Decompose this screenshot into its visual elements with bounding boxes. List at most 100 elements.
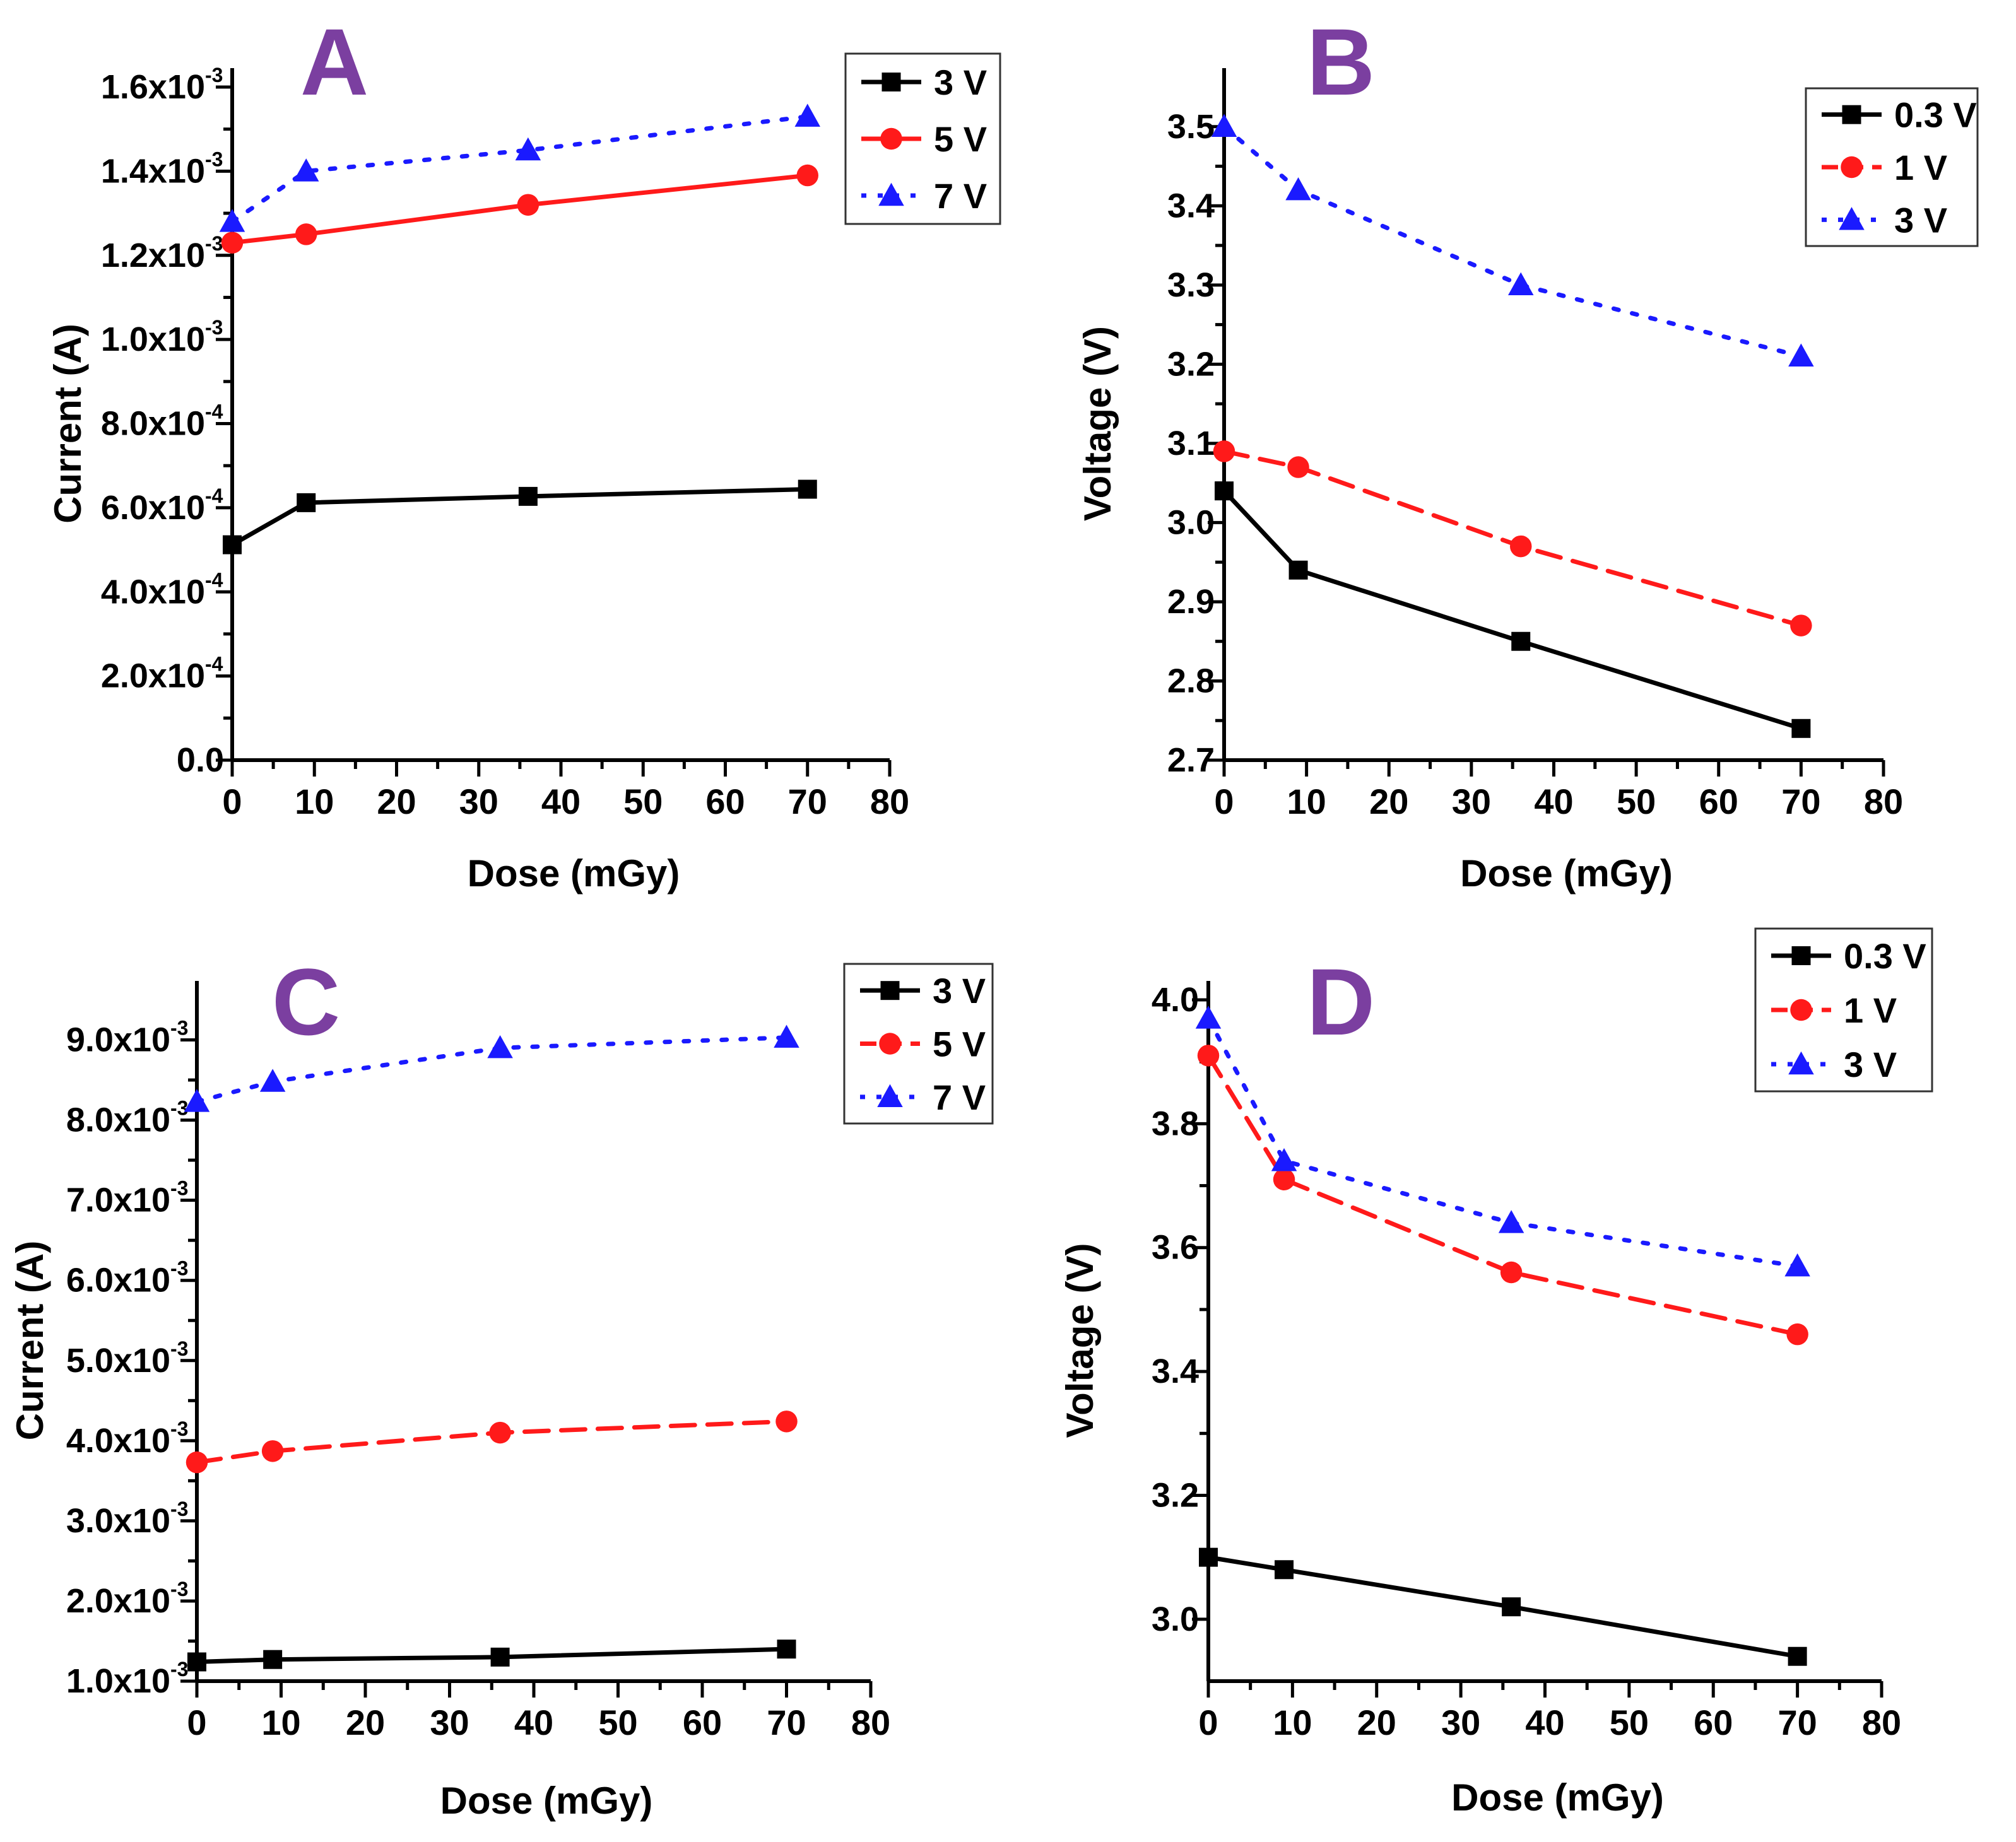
y-tick-exponent: -4 bbox=[205, 401, 223, 423]
y-tick-label: 8.0x10 bbox=[66, 1101, 170, 1139]
y-tick-label: 6.0x10 bbox=[66, 1262, 170, 1299]
y-tick-exponent: -3 bbox=[205, 316, 223, 339]
x-tick-label: 0 bbox=[187, 1703, 206, 1742]
legend-label: 0.3 V bbox=[1844, 936, 1926, 976]
y-tick-mantissa: 1.6x10 bbox=[101, 68, 205, 106]
data-point bbox=[184, 1089, 210, 1112]
data-point bbox=[293, 158, 319, 182]
data-point bbox=[1199, 1547, 1218, 1567]
legend-label: 1 V bbox=[1844, 990, 1897, 1030]
data-point bbox=[259, 1069, 286, 1092]
data-point bbox=[796, 164, 818, 187]
legend-label: 5 V bbox=[934, 119, 987, 159]
legend-marker bbox=[879, 1033, 901, 1055]
y-tick-mantissa: 2.8 bbox=[1167, 662, 1215, 700]
data-point bbox=[1271, 1148, 1297, 1171]
y-tick-mantissa: 1.0x10 bbox=[101, 320, 205, 358]
series-line bbox=[230, 487, 810, 548]
y-tick-mantissa: 8.0x10 bbox=[101, 405, 205, 443]
legend-label: 0.3 V bbox=[1894, 95, 1977, 135]
x-tick-label: 30 bbox=[1452, 782, 1491, 821]
y-tick-label: 1.0x10 bbox=[101, 320, 205, 358]
y-tick-mantissa: 1.2x10 bbox=[101, 237, 205, 274]
y-tick-mantissa: 4.0x10 bbox=[101, 573, 205, 611]
y-tick-label: 3.0 bbox=[1167, 503, 1215, 541]
x-tick-label: 20 bbox=[1369, 782, 1408, 821]
data-point bbox=[186, 1451, 208, 1474]
x-tick-label: 0 bbox=[1198, 1703, 1218, 1742]
x-tick-label: 70 bbox=[788, 782, 827, 821]
x-tick-label: 20 bbox=[1357, 1703, 1396, 1742]
y-tick-mantissa: 7.0x10 bbox=[66, 1182, 170, 1219]
y-tick-label: 3.4 bbox=[1152, 1352, 1199, 1390]
y-tick-exponent: -4 bbox=[205, 653, 223, 676]
legend-label: 7 V bbox=[933, 1077, 986, 1117]
y-tick-label: 4.0 bbox=[1152, 981, 1199, 1019]
y-tick-exponent: -3 bbox=[170, 1578, 188, 1600]
y-tick-label: 3.6 bbox=[1152, 1229, 1199, 1267]
y-tick-mantissa: 8.0x10 bbox=[66, 1101, 170, 1139]
x-tick-label: 70 bbox=[1777, 1703, 1817, 1742]
y-tick-exponent: -3 bbox=[170, 1017, 188, 1040]
y-tick-mantissa: 1.0x10 bbox=[66, 1662, 170, 1700]
legend-label: 5 V bbox=[933, 1024, 986, 1064]
x-tick-label: 70 bbox=[767, 1703, 806, 1742]
data-point bbox=[1791, 719, 1811, 738]
x-axis-label: Dose (mGy) bbox=[1451, 1776, 1664, 1819]
data-point bbox=[515, 137, 541, 161]
panel-letter: C bbox=[272, 949, 340, 1055]
y-tick-exponent: -3 bbox=[170, 1498, 188, 1520]
x-tick-label: 50 bbox=[1617, 782, 1656, 821]
y-tick-mantissa: 0.0 bbox=[177, 741, 224, 779]
data-point bbox=[518, 486, 538, 506]
x-tick-label: 50 bbox=[1610, 1703, 1649, 1742]
series-line bbox=[1206, 1016, 1800, 1269]
legend-label: 3 V bbox=[1894, 200, 1947, 240]
y-tick-label: 2.9 bbox=[1167, 583, 1215, 621]
y-axis-label: Current (A) bbox=[47, 324, 89, 524]
data-point bbox=[1197, 1045, 1220, 1067]
x-tick-label: 80 bbox=[1864, 782, 1903, 821]
data-point bbox=[775, 1411, 798, 1433]
legend-marker bbox=[1841, 156, 1863, 179]
legend-label: 3 V bbox=[933, 971, 986, 1011]
data-point bbox=[1211, 114, 1237, 137]
y-tick-label: 1.0x10 bbox=[66, 1662, 170, 1700]
y-tick-label: 9.0x10 bbox=[66, 1021, 170, 1059]
x-tick-label: 40 bbox=[514, 1703, 553, 1742]
series-line bbox=[1206, 1555, 1800, 1659]
data-point bbox=[1285, 177, 1311, 201]
x-tick-label: 40 bbox=[1534, 782, 1573, 821]
y-tick-mantissa: 2.9 bbox=[1167, 583, 1215, 621]
y-tick-label: 3.4 bbox=[1167, 187, 1215, 225]
legend-marker bbox=[877, 1084, 903, 1108]
y-tick-label: 6.0x10 bbox=[101, 489, 205, 527]
data-point bbox=[1275, 1560, 1294, 1580]
y-tick-exponent: -3 bbox=[170, 1257, 188, 1280]
series-line bbox=[1222, 124, 1803, 359]
x-axis-label: Dose (mGy) bbox=[468, 852, 680, 895]
x-tick-label: 80 bbox=[1862, 1703, 1901, 1742]
y-tick-mantissa: 2.7 bbox=[1167, 741, 1215, 779]
x-tick-label: 40 bbox=[1525, 1703, 1564, 1742]
y-tick-label: 3.3 bbox=[1167, 266, 1215, 304]
legend-marker bbox=[880, 981, 900, 1000]
data-point bbox=[223, 535, 242, 554]
data-point bbox=[1502, 1597, 1521, 1617]
panel-letter: A bbox=[300, 9, 368, 115]
x-tick-label: 30 bbox=[1441, 1703, 1480, 1742]
y-tick-label: 3.1 bbox=[1167, 425, 1215, 462]
x-tick-label: 10 bbox=[295, 782, 334, 821]
y-tick-mantissa: 3.0 bbox=[1152, 1600, 1199, 1638]
data-point bbox=[777, 1640, 796, 1659]
y-tick-label: 2.0x10 bbox=[101, 657, 205, 695]
legend-marker bbox=[1790, 999, 1812, 1021]
y-tick-mantissa: 2.0x10 bbox=[66, 1582, 170, 1620]
data-point bbox=[487, 1035, 513, 1059]
data-point bbox=[295, 223, 317, 245]
y-tick-mantissa: 3.8 bbox=[1152, 1105, 1199, 1142]
x-tick-label: 60 bbox=[683, 1703, 722, 1742]
x-tick-label: 10 bbox=[261, 1703, 300, 1742]
data-point bbox=[1788, 343, 1814, 367]
